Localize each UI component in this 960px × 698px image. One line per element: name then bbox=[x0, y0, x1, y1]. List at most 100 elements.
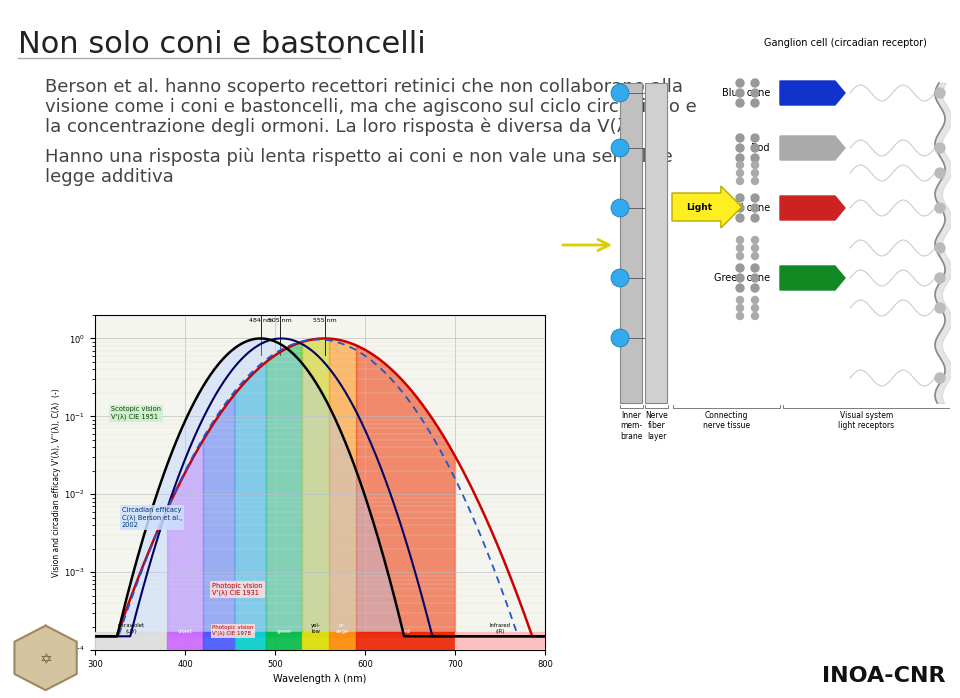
Circle shape bbox=[736, 304, 743, 311]
FancyBboxPatch shape bbox=[672, 186, 742, 228]
Text: Photopic vision
V'(λ) CIE 1931: Photopic vision V'(λ) CIE 1931 bbox=[212, 583, 262, 596]
Bar bbox=[302, 632, 329, 650]
Circle shape bbox=[751, 154, 759, 162]
Circle shape bbox=[935, 303, 945, 313]
Bar bbox=[455, 632, 545, 650]
Text: Connecting
nerve tissue: Connecting nerve tissue bbox=[703, 411, 750, 431]
Circle shape bbox=[611, 84, 629, 102]
Circle shape bbox=[611, 199, 629, 217]
Circle shape bbox=[736, 237, 743, 244]
Bar bbox=[266, 632, 302, 650]
Circle shape bbox=[736, 134, 744, 142]
Circle shape bbox=[751, 99, 759, 107]
Text: Scotopic vision
V'(λ) CIE 1951: Scotopic vision V'(λ) CIE 1951 bbox=[111, 406, 161, 420]
Text: Berson et al. hanno scoperto recettori retinici che non collaborano alla: Berson et al. hanno scoperto recettori r… bbox=[45, 78, 683, 96]
Circle shape bbox=[935, 203, 945, 213]
Circle shape bbox=[736, 89, 744, 97]
Text: Rod: Rod bbox=[752, 143, 770, 153]
Circle shape bbox=[736, 297, 743, 304]
Circle shape bbox=[736, 161, 743, 168]
Text: cyan: cyan bbox=[244, 629, 256, 634]
Text: 484 nm: 484 nm bbox=[249, 318, 273, 322]
Polygon shape bbox=[780, 266, 845, 290]
X-axis label: Wavelength λ (nm): Wavelength λ (nm) bbox=[274, 674, 367, 684]
Bar bbox=[329, 632, 356, 650]
Polygon shape bbox=[780, 196, 845, 220]
Circle shape bbox=[752, 177, 758, 184]
Text: ✡: ✡ bbox=[39, 652, 52, 667]
Circle shape bbox=[736, 274, 744, 282]
Text: visione come i coni e bastoncelli, ma che agiscono sul ciclo circadiano e: visione come i coni e bastoncelli, ma ch… bbox=[45, 98, 697, 116]
Circle shape bbox=[736, 214, 744, 222]
Text: Blue cone: Blue cone bbox=[722, 88, 770, 98]
Circle shape bbox=[611, 329, 629, 347]
Circle shape bbox=[752, 253, 758, 260]
Bar bbox=[95, 632, 167, 650]
Text: Light: Light bbox=[686, 202, 712, 211]
Circle shape bbox=[752, 297, 758, 304]
Text: Visual system
light receptors: Visual system light receptors bbox=[838, 411, 895, 431]
Circle shape bbox=[752, 244, 758, 251]
Text: blue: blue bbox=[213, 629, 225, 634]
Circle shape bbox=[736, 253, 743, 260]
Text: 555 nm: 555 nm bbox=[313, 318, 336, 322]
Text: violet: violet bbox=[178, 629, 192, 634]
Circle shape bbox=[935, 373, 945, 383]
Bar bbox=[234, 632, 266, 650]
Circle shape bbox=[751, 214, 759, 222]
Y-axis label: Vision and circadian efficacy V'(λ), V''(λ), C(λ)  (-): Vision and circadian efficacy V'(λ), V''… bbox=[53, 388, 61, 577]
Circle shape bbox=[736, 170, 743, 177]
Circle shape bbox=[736, 79, 744, 87]
Circle shape bbox=[736, 244, 743, 251]
Circle shape bbox=[751, 144, 759, 152]
Circle shape bbox=[752, 304, 758, 311]
Circle shape bbox=[751, 134, 759, 142]
Text: Red cone: Red cone bbox=[725, 203, 770, 213]
Circle shape bbox=[611, 269, 629, 287]
Circle shape bbox=[736, 144, 744, 152]
Circle shape bbox=[935, 243, 945, 253]
Text: red: red bbox=[401, 629, 410, 634]
Circle shape bbox=[751, 89, 759, 97]
Circle shape bbox=[751, 79, 759, 87]
Bar bbox=[620, 83, 642, 403]
Circle shape bbox=[751, 194, 759, 202]
Text: 505 nm: 505 nm bbox=[268, 318, 292, 322]
Text: la concentrazione degli ormoni. La loro risposta è diversa da V(λ).: la concentrazione degli ormoni. La loro … bbox=[45, 118, 640, 137]
Circle shape bbox=[736, 264, 744, 272]
Text: yel-
low: yel- low bbox=[311, 623, 321, 634]
Text: Circadian efficacy
C(λ) Berson et al.,
2002: Circadian efficacy C(λ) Berson et al., 2… bbox=[122, 507, 182, 528]
Text: Ganglion cell (circadian receptor): Ganglion cell (circadian receptor) bbox=[763, 38, 926, 48]
Text: INOA-CNR: INOA-CNR bbox=[822, 666, 945, 686]
Circle shape bbox=[935, 168, 945, 178]
Text: Green cone: Green cone bbox=[714, 273, 770, 283]
Polygon shape bbox=[780, 136, 845, 160]
Polygon shape bbox=[14, 625, 77, 690]
Circle shape bbox=[751, 264, 759, 272]
Circle shape bbox=[751, 274, 759, 282]
Circle shape bbox=[736, 154, 744, 162]
Bar bbox=[356, 632, 455, 650]
Text: Non solo coni e bastoncelli: Non solo coni e bastoncelli bbox=[18, 30, 425, 59]
Circle shape bbox=[752, 313, 758, 320]
Polygon shape bbox=[780, 81, 845, 105]
Text: ultraviolet
(UV): ultraviolet (UV) bbox=[117, 623, 145, 634]
Text: Nerve
fiber
layer: Nerve fiber layer bbox=[645, 411, 668, 441]
Text: legge additiva: legge additiva bbox=[45, 168, 174, 186]
Circle shape bbox=[751, 204, 759, 212]
Circle shape bbox=[736, 177, 743, 184]
Circle shape bbox=[935, 88, 945, 98]
Text: Inner
mem-
brane: Inner mem- brane bbox=[620, 411, 642, 441]
Bar bbox=[167, 632, 203, 650]
Circle shape bbox=[751, 284, 759, 292]
Circle shape bbox=[752, 237, 758, 244]
Circle shape bbox=[752, 170, 758, 177]
Text: or-
ange: or- ange bbox=[336, 623, 349, 634]
Circle shape bbox=[935, 143, 945, 153]
Text: Photopic vision
V'(λ) CIE 1978: Photopic vision V'(λ) CIE 1978 bbox=[212, 625, 253, 637]
Circle shape bbox=[611, 139, 629, 157]
Text: Hanno una risposta più lenta rispetto ai coni e non vale una semplice: Hanno una risposta più lenta rispetto ai… bbox=[45, 148, 673, 167]
Circle shape bbox=[752, 161, 758, 168]
Circle shape bbox=[736, 284, 744, 292]
Circle shape bbox=[736, 194, 744, 202]
